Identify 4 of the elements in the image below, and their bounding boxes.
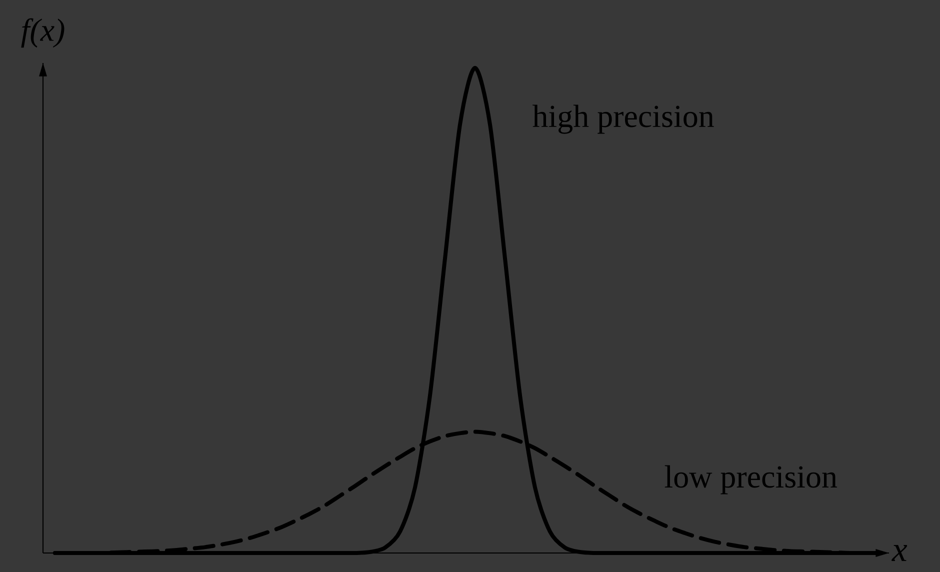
series-label: low precision [664, 465, 838, 494]
y-axis-title: f(x) [21, 18, 64, 48]
series-label: high precision [532, 104, 714, 134]
x-axis-title: x [892, 545, 908, 561]
